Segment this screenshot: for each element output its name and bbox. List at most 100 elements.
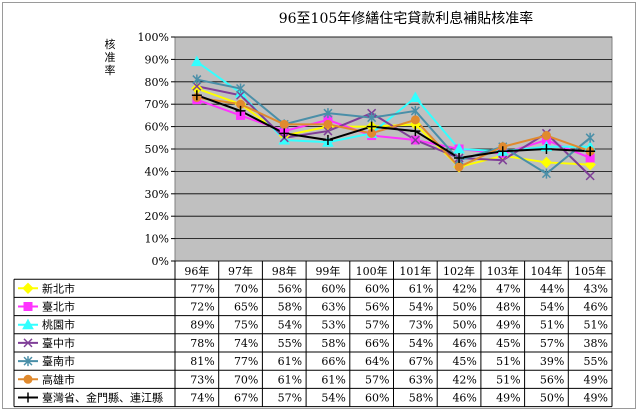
table-cell: 49% [496,319,520,332]
y-tick-label: 30% [145,188,169,201]
table-cell: 56% [278,282,302,295]
y-axis-label-char: 核 [105,37,116,51]
table-cell: 57% [540,337,564,350]
table-cell: 57% [365,373,389,386]
chart-title: 96至105年修繕住宅貸款利息補貼核准率 [279,10,534,27]
data-point [541,131,551,141]
table-cell: 50% [540,392,564,405]
y-axis-label-char: 准 [105,51,116,64]
table-cell: 49% [584,373,608,386]
y-tick-label: 100% [138,31,169,44]
x-tick-label: 96年 [184,264,209,278]
series-line [196,96,591,169]
table-cell: 73% [190,373,214,386]
table-cell: 54% [540,301,564,314]
table-cell: 60% [365,392,389,405]
y-tick-label: 50% [145,143,169,156]
table-cell: 47% [496,282,520,295]
table-cell: 39% [540,355,564,368]
data-point [410,105,420,116]
table-cell: 54% [278,319,302,332]
table-cell: 74% [234,337,258,350]
legend-label: 臺北市 [42,300,75,314]
data-point [23,338,33,348]
table-cell: 57% [365,319,389,332]
table-cell: 45% [452,355,476,368]
y-tick-label: 20% [145,210,169,223]
table-cell: 73% [409,319,433,332]
data-point [454,162,464,172]
data-point [323,126,333,136]
table-cell: 58% [409,392,433,405]
data-point [23,392,33,403]
table-cell: 61% [278,355,302,368]
table-cell: 63% [321,301,345,314]
table-cell: 61% [321,373,345,386]
table-cell: 55% [278,337,302,350]
table-cell: 77% [190,282,214,295]
x-tick-label: 98年 [272,264,297,278]
data-point [410,115,420,125]
table-cell: 49% [584,392,608,405]
x-tick-label: 102年 [443,264,475,278]
data-point [585,132,595,143]
table-cell: 66% [365,337,389,350]
table-cell: 43% [584,282,608,295]
legend-label: 臺中市 [42,336,75,350]
table-cell: 58% [278,301,302,314]
data-point [192,74,202,85]
table-cell: 54% [321,392,345,405]
x-tick-label: 97年 [228,264,253,278]
table-cell: 50% [452,301,476,314]
x-tick-label: 104年 [530,264,562,278]
data-point [585,146,596,157]
table-cell: 78% [190,337,214,350]
data-point [23,374,33,384]
table-cell: 65% [234,301,258,314]
table-cell: 42% [452,373,476,386]
y-tick-label: 60% [145,121,169,134]
table-cell: 70% [234,373,258,386]
data-point [22,282,34,295]
data-point [498,155,508,165]
y-tick-label: 0% [152,255,169,268]
data-point [541,168,551,179]
table-cell: 44% [540,282,564,295]
x-tick-label: 103年 [487,264,519,278]
legend-label: 臺灣省、金門縣、連江縣 [42,391,163,405]
table-cell: 46% [584,301,608,314]
data-point [23,302,33,311]
y-tick-label: 10% [145,233,169,246]
table-cell: 50% [452,319,476,332]
data-point [497,146,508,157]
table-cell: 54% [409,337,433,350]
table-cell: 67% [234,392,258,405]
data-point [585,171,595,181]
table-cell: 48% [496,301,520,314]
table-cell: 64% [365,355,389,368]
table-cell: 56% [365,301,389,314]
legend-label: 新北市 [42,281,75,295]
data-point [236,83,246,94]
data-point [192,81,202,91]
y-tick-label: 40% [145,165,169,178]
legend-label: 高雄市 [42,372,75,386]
y-tick-label: 80% [145,76,169,89]
data-point [191,55,203,67]
x-tick-label: 99年 [315,264,340,278]
data-point [540,156,553,169]
data-point [367,112,377,123]
data-point [366,121,377,132]
table-cell: 75% [234,319,258,332]
table-cell: 51% [496,355,520,368]
table-cell: 81% [190,355,214,368]
table-cell: 70% [234,282,258,295]
table-cell: 63% [409,373,433,386]
data-point [236,90,246,100]
table-cell: 51% [496,373,520,386]
table-cell: 46% [452,337,476,350]
table-cell: 60% [365,282,389,295]
table-cell: 67% [409,355,433,368]
table-cell: 45% [496,337,520,350]
